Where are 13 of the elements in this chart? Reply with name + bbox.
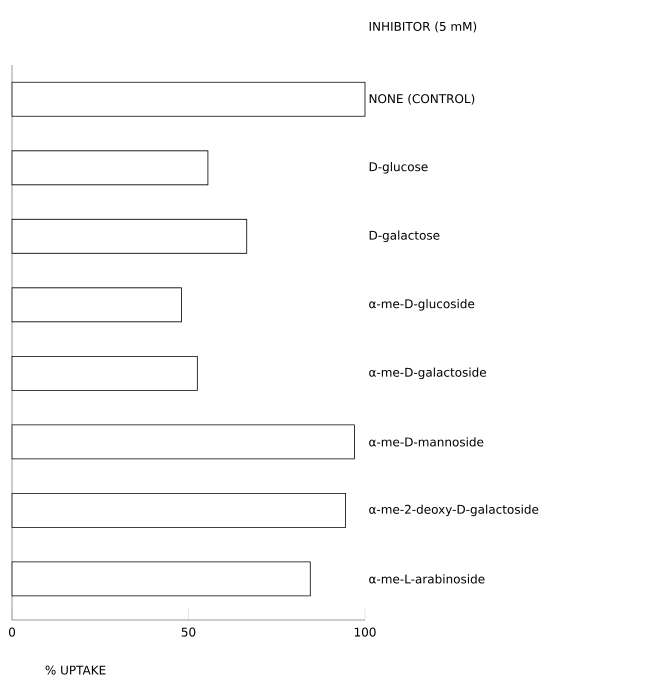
x-tick-label: 50 [182, 628, 196, 637]
x-axis-title: % UPTAKE [46, 666, 106, 675]
y-tick-label: α-me-D-mannoside [369, 437, 484, 447]
y-tick-label: D-galactose [370, 230, 440, 242]
text: INHIBITOR (5 mM) [370, 22, 476, 32]
y-tick-label: α-me-L-arabinoside [369, 574, 484, 584]
x-tick-label: 0 [8, 628, 16, 637]
y-tick-label: α-me-2-deoxy-D-galactoside [369, 504, 538, 516]
x-tick-label: 100 [354, 628, 376, 637]
y-tick-label: NONE (CONTROL) [370, 94, 474, 105]
y-tick-label: D-glucose [370, 162, 428, 174]
y-tick-label: α-me-D-glucoside [369, 299, 474, 311]
y-tick-label: α-me-D-galactoside [369, 368, 486, 380]
